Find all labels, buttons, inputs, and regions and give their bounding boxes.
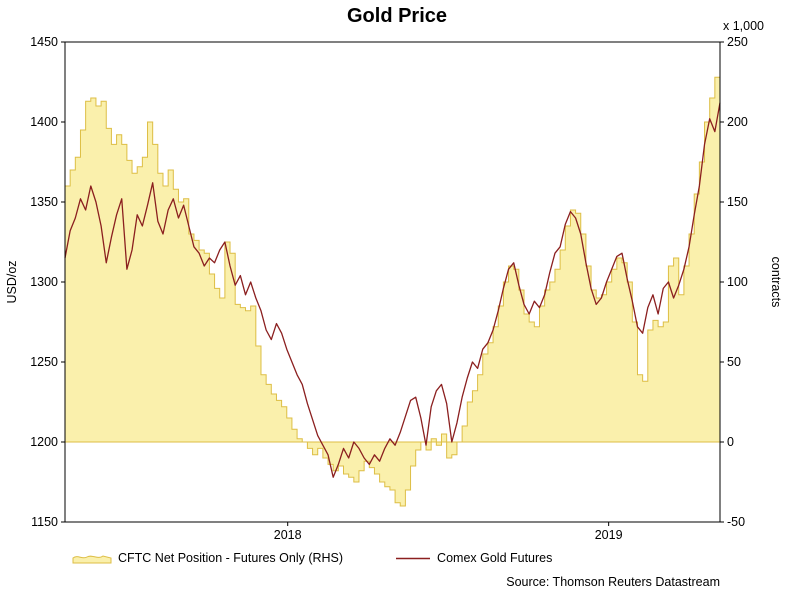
left-tick-label: 1450 (30, 35, 58, 49)
legend-item-cftc: CFTC Net Position - Futures Only (RHS) (72, 551, 343, 565)
right-tick-label: 50 (727, 355, 741, 369)
left-tick-label: 1250 (30, 355, 58, 369)
right-tick-label: 150 (727, 195, 748, 209)
source-text: Source: Thomson Reuters Datastream (506, 575, 720, 589)
x-tick-label: 2019 (595, 528, 623, 542)
line-swatch-icon (396, 557, 431, 559)
chart-canvas: 1150 1200 1250 1300 1350 1400 1450 -50 0 50 100 150… (30, 35, 748, 542)
area-swatch-icon (72, 554, 112, 563)
right-tick-label: 0 (727, 435, 734, 449)
legend-label-cftc: CFTC Net Position - Futures Only (RHS) (118, 551, 344, 565)
left-tick-label: 1300 (30, 275, 58, 289)
legend: CFTC Net Position - Futures Only (RHS) C… (72, 551, 552, 565)
right-tick-label: 100 (727, 275, 748, 289)
left-tick-label: 1350 (30, 195, 58, 209)
x-tick-label: 2018 (274, 528, 302, 542)
chart-title: Gold Price (346, 5, 448, 27)
legend-item-gold: Comex Gold Futures (395, 551, 552, 565)
left-tick-label: 1400 (30, 115, 58, 129)
right-tick-label: -50 (727, 515, 745, 529)
left-tick-label: 1200 (30, 435, 58, 449)
cftc-net-position-area (64, 62, 721, 507)
legend-label-gold: Comex Gold Futures (437, 551, 553, 565)
comex-gold-futures-line (64, 102, 721, 478)
right-tick-label: 200 (727, 115, 748, 129)
left-tick-label: 1150 (31, 515, 58, 529)
right-tick-label: 250 (727, 35, 748, 49)
right-axis-unit-label: x 1,000 (722, 19, 764, 33)
